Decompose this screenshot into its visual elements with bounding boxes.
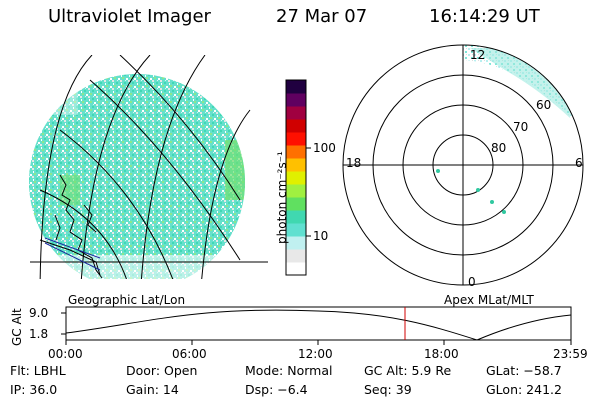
orbit-x-tick-0600: 06:00: [172, 347, 207, 361]
colorbar-tick-100: 100: [313, 141, 336, 155]
status-dsp: Dsp: −6.4: [245, 382, 308, 397]
apex-label: Apex MLat/MLT: [444, 293, 534, 307]
geographic-label: Geographic Lat/Lon: [68, 293, 186, 307]
orbit-y-tick-1-8: 1.8: [29, 327, 49, 341]
orbit-altitude-plot: [61, 306, 572, 345]
colorbar-segment: [286, 197, 306, 211]
colorbar-segment: [286, 184, 306, 198]
colorbar-segment: [286, 119, 306, 133]
orbit-y-axis-label: GC Alt: [10, 308, 24, 346]
status-ip: IP: 36.0: [10, 382, 58, 397]
status-glon: GLon: 241.2: [486, 382, 562, 397]
colorbar-segment: [286, 106, 306, 120]
colorbar-segment: [286, 171, 306, 185]
colorbar-segment: [286, 93, 306, 107]
colorbar-segment: [286, 249, 306, 263]
colorbar-segment: [286, 210, 306, 224]
lat-label-60: 60: [536, 98, 552, 112]
colorbar-segment: [286, 145, 306, 159]
status-mode: Mode: Normal: [245, 363, 333, 378]
orbit-x-tick-2359: 23:59: [553, 347, 588, 361]
mlt-label-12: 12: [470, 48, 486, 62]
colorbar-segment: [286, 236, 306, 250]
lat-label-70: 70: [513, 120, 529, 134]
colorbar-segment: [286, 262, 306, 276]
orbit-x-tick-1800: 18:00: [424, 347, 459, 361]
orbit-x-tick-1200: 12:00: [298, 347, 333, 361]
observation-time: 16:14:29 UT: [429, 6, 540, 27]
colorbar-segment: [286, 80, 306, 94]
status-filter: Flt: LBHL: [10, 363, 66, 378]
colorbar-segment: [286, 158, 306, 172]
mlt-label-6: 6: [575, 156, 583, 170]
status-gc-alt: GC Alt: 5.9 Re: [364, 363, 452, 378]
color-scale-bar: [286, 80, 306, 276]
colorbar-tick-10: 10: [313, 229, 329, 243]
orbit-x-tick-0000: 00:00: [48, 347, 83, 361]
orbit-y-tick-9: 9.0: [29, 306, 49, 320]
mlt-label-18: 18: [346, 156, 362, 170]
mlt-label-0: 0: [468, 275, 476, 289]
status-gain: Gain: 14: [126, 382, 179, 397]
colorbar-segment: [286, 223, 306, 237]
status-glat: GLat: −58.7: [486, 363, 562, 378]
colorbar-unit-label: photon cm⁻²s⁻¹: [275, 151, 289, 244]
polar-mlt-plot: [342, 44, 584, 286]
status-door: Door: Open: [126, 363, 198, 378]
status-seq: Seq: 39: [364, 382, 412, 397]
instrument-title: Ultraviolet Imager: [48, 6, 211, 27]
colorbar-segment: [286, 132, 306, 146]
observation-date: 27 Mar 07: [276, 6, 368, 27]
earth-image: [29, 55, 268, 279]
lat-label-80: 80: [491, 141, 507, 155]
